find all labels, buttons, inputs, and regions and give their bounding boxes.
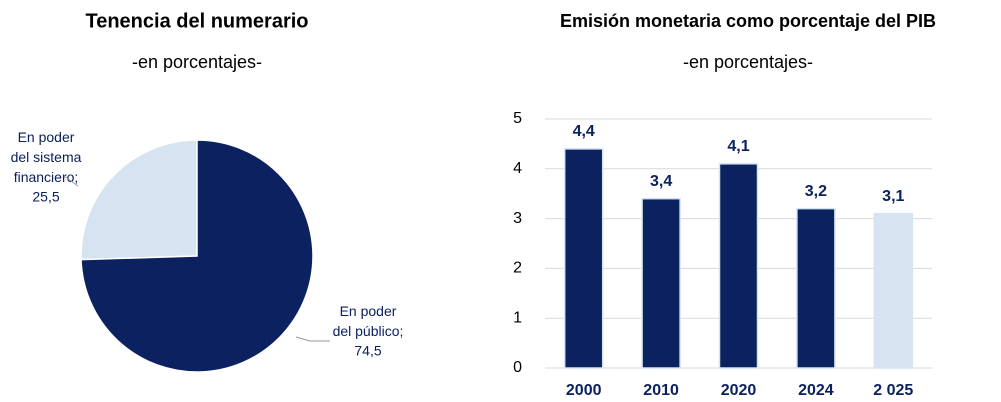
bar: [873, 212, 914, 369]
x-tick-label: 2000: [566, 382, 602, 399]
y-tick-label: 2: [513, 260, 522, 277]
pie-slice: [80, 139, 314, 373]
value-label: 4,4: [573, 123, 595, 140]
y-tick-label: 1: [513, 309, 522, 326]
value-label: 4,1: [727, 138, 749, 155]
pie-value-label: 74,5: [354, 343, 381, 359]
value-label: 3,2: [805, 183, 827, 200]
pie-category-label: En poder del sistema financiero;: [11, 129, 82, 185]
pie-title: Tenencia del numerario: [85, 10, 308, 32]
y-tick-label: 5: [513, 110, 522, 127]
x-tick-label: 2 025: [873, 382, 913, 399]
pie-subtitle: -en porcentajes-: [132, 52, 262, 72]
bar: [718, 163, 759, 369]
pie-category-label: En poder del público;: [333, 303, 404, 339]
pie-slice: [80, 139, 198, 261]
bar-subtitle: -en porcentajes-: [683, 52, 813, 72]
y-tick-label: 3: [513, 210, 522, 227]
bar-title: Emisión monetaria como porcentaje del PI…: [560, 11, 936, 31]
leader-line: [63, 175, 79, 187]
y-tick-label: 0: [513, 359, 522, 376]
x-tick-label: 2020: [721, 382, 757, 399]
bar: [563, 148, 604, 369]
value-label: 3,4: [650, 173, 672, 190]
x-tick-label: 2024: [798, 382, 834, 399]
y-tick-label: 4: [513, 160, 522, 177]
bar: [796, 207, 836, 369]
pie-value-label: 25,5: [32, 189, 59, 205]
x-tick-label: 2010: [643, 382, 679, 399]
value-label: 3,1: [882, 188, 904, 205]
bar: [641, 197, 681, 369]
leader-line: [295, 336, 330, 342]
